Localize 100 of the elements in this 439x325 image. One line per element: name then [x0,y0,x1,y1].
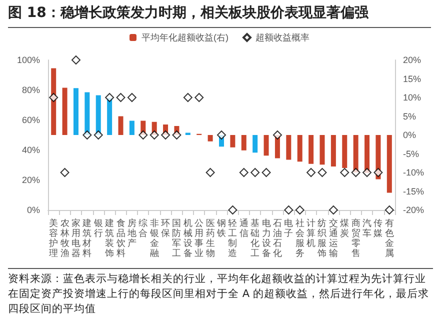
y-tick-label: 20% [22,175,40,185]
y2-tick-label: -5% [403,148,420,159]
x-tick-label: 基础化工 [250,218,260,258]
point [150,130,159,140]
bar [308,135,314,164]
x-tick-label: 公用事业 [194,218,204,258]
bar [62,88,68,135]
x-tick-label: 环保 [161,218,170,238]
bar [118,116,124,135]
x-tick-label: 银行 [92,218,103,238]
bar [330,135,336,166]
y2-tick-label: 10% [403,92,422,102]
y-tick-label: 80% [22,85,40,95]
x-tick-label: 综合 [138,218,148,238]
point [217,130,226,140]
chart-title: 图 18：稳增长政策发力时期，相关板块股价表现显著偏强 [8,4,431,28]
point [284,206,294,214]
point [183,93,192,102]
x-tick-label: 交通运输 [328,218,338,258]
bar [107,98,112,135]
x-tick-label: 通信 [239,218,248,238]
x-tick-label: 食品饮料 [115,218,126,258]
point [116,93,126,102]
point [161,130,170,140]
y2-tick-label: 0% [403,130,416,140]
point [127,93,136,102]
x-tick-label: 计算机 [306,218,316,248]
bar [129,120,134,135]
point [262,168,271,177]
y-tick-label: 100% [16,55,40,65]
x-tick-label: 家用电器 [71,218,80,258]
point [362,168,372,177]
x-tick-label: 商贸零售 [351,218,360,258]
x-tick-label: 电子 [284,218,294,238]
y-tick-label: 60% [22,115,40,125]
point [272,130,282,140]
point [172,130,182,140]
point [206,168,215,177]
legend-label: 平均年化超额收益(右) [142,32,229,42]
point [374,168,383,177]
bar [264,135,269,156]
bar [353,135,358,172]
x-tick-label: 石油石化 [272,218,282,258]
point [138,130,148,140]
x-tick-label: 建筑材料 [82,218,92,258]
x-tick-label: 传媒 [374,218,383,238]
point [105,93,114,102]
x-tick-label: 房地产 [126,218,136,248]
bar [320,135,325,165]
point [340,168,350,177]
bar [342,135,348,168]
bar [84,92,90,135]
bar [73,88,78,135]
y-tick-label: 0% [26,205,40,215]
legend-label: 超额收益概率 [255,32,310,42]
point [194,93,204,102]
text: 资料来源：蓝色表示与稳增长相关的行业，平均年化超额收益的计算过程为先计算行业在固定资产投资增速上行的每段区间里相对于全 A 的超额收益，然后进行年化，最后求四段区间的平均值 [8,272,430,317]
x-tick-label: 钢铁 [216,218,226,238]
point [228,206,238,214]
point [239,168,248,177]
y2-tick-label: -20% [403,205,424,215]
y2-tick-label: 15% [403,74,422,84]
x-tick-label: 国防军工 [172,218,182,258]
bar [208,135,213,142]
point [49,93,58,102]
y2-tick-label: -15% [403,186,424,196]
x-tick-label: 纺织服饰 [316,218,327,258]
x-tick-label: 美容护理 [48,218,58,258]
x-tick-label: 社会服务 [295,218,304,258]
y2-tick-label: -10% [403,168,424,178]
point [351,168,360,177]
point [82,130,92,140]
x-tick-label: 非银金融 [148,218,159,258]
point [60,168,70,177]
x-tick-label: 煤炭 [340,218,350,238]
bar [386,135,392,193]
x-tick-label: 汽车 [362,218,372,238]
bar [230,135,236,148]
bar [297,135,302,162]
x-tick-label: 轻工制造 [228,218,238,258]
point [250,168,260,177]
y-tick-label: 40% [22,145,40,155]
point [94,130,103,140]
x-tick-label: 机械设备 [183,218,192,258]
point [328,206,338,214]
x-tick-label: 农林牧渔 [59,218,70,258]
point [306,168,316,177]
point [71,56,80,64]
bar [96,95,101,135]
x-tick-label: 建筑装饰 [104,218,114,258]
bar [241,135,246,150]
x-tick-label: 医药生物 [206,218,215,258]
bar [252,135,258,153]
point [318,168,327,177]
point [295,206,304,214]
y2-tick-label: 20% [403,55,422,65]
y2-tick-label: 5% [403,111,416,122]
x-tick-label: 有色金属 [384,218,394,258]
bar [286,135,292,160]
x-tick-label: 电力设备 [262,218,271,258]
